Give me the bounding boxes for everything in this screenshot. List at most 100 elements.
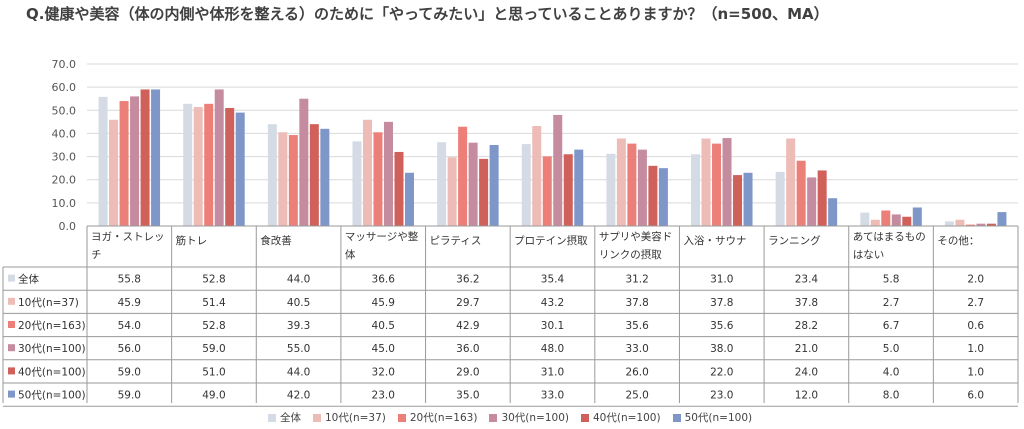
bar [404, 172, 414, 226]
category-label: その他： [937, 234, 979, 247]
row-swatch [8, 274, 15, 282]
bar [278, 132, 288, 226]
bar [563, 154, 573, 226]
data-label: 6.7 [883, 320, 900, 332]
data-label: 31.0 [710, 274, 733, 286]
legend-swatch [313, 413, 321, 422]
data-label: 42.0 [287, 390, 310, 402]
bar [373, 132, 383, 226]
bar [912, 207, 922, 226]
category-label: ヨガ・ストレッ [91, 231, 165, 243]
data-label: 31.0 [541, 366, 564, 378]
data-label: 45.9 [372, 297, 395, 309]
data-label: 37.8 [710, 297, 733, 309]
legend-label: 20代(n=163) [409, 412, 478, 424]
bar [204, 103, 214, 226]
data-label: 0.6 [967, 320, 984, 332]
bar [532, 126, 542, 226]
legend-swatch [581, 413, 589, 422]
data-label: 54.0 [118, 320, 141, 332]
data-label: 32.0 [372, 366, 395, 378]
y-tick-label: 50.0 [52, 104, 77, 117]
data-label: 48.0 [541, 343, 564, 355]
data-label: 59.0 [202, 343, 225, 355]
data-label: 26.0 [625, 366, 648, 378]
data-label: 40.5 [372, 320, 395, 332]
bar [976, 223, 986, 226]
data-label: 21.0 [795, 343, 818, 355]
bar [637, 149, 647, 226]
data-label: 2.7 [967, 297, 984, 309]
row-series-name: 全体 [18, 273, 39, 286]
y-tick-label: 0.0 [59, 220, 77, 233]
data-label: 59.0 [118, 390, 141, 402]
bar [267, 124, 277, 226]
row-series-name: 50代(n=100) [18, 390, 86, 402]
bar [309, 124, 319, 226]
bar [553, 114, 563, 226]
data-label: 33.0 [541, 390, 564, 402]
bar [712, 143, 722, 226]
data-label: 30.1 [541, 320, 564, 332]
category-label: 体 [345, 249, 356, 261]
data-label: 35.0 [456, 390, 479, 402]
bar [955, 219, 965, 226]
data-label: 43.2 [541, 297, 564, 309]
data-label: 45.0 [372, 343, 395, 355]
bar [437, 142, 447, 226]
data-label: 39.3 [287, 320, 310, 332]
row-series-name: 40代(n=100) [18, 366, 86, 378]
legend-item: 50代(n=100) [672, 410, 752, 425]
data-label: 23.4 [795, 274, 819, 286]
bar [140, 89, 150, 226]
data-label: 23.0 [372, 390, 395, 402]
y-tick-label: 20.0 [52, 174, 77, 187]
category-label: サプリや美容ド [599, 230, 673, 243]
bar [743, 172, 753, 226]
data-label: 55.0 [287, 343, 310, 355]
legend-label: 40代(n=100) [593, 412, 661, 424]
row-swatch [8, 390, 15, 398]
data-label: 36.6 [372, 274, 396, 286]
legend-item: 20代(n=163) [397, 410, 478, 425]
category-label: マッサージや整 [345, 230, 419, 243]
bar [701, 138, 711, 226]
data-label: 37.8 [625, 297, 648, 309]
data-label: 51.0 [202, 366, 225, 378]
bar [183, 103, 193, 226]
bar [489, 145, 499, 226]
y-tick-label: 40.0 [52, 127, 77, 140]
data-label: 55.8 [118, 274, 141, 286]
data-label: 42.9 [456, 320, 479, 332]
bar [965, 224, 975, 226]
data-label: 8.0 [883, 390, 900, 402]
bar [394, 151, 404, 226]
legend-label: 30代(n=100) [501, 412, 569, 424]
data-label: 38.0 [710, 343, 733, 355]
legend-swatch [672, 413, 681, 422]
bar [151, 89, 161, 226]
legend-label: 10代(n=37) [325, 412, 386, 424]
y-tick-label: 10.0 [52, 197, 77, 210]
y-tick-label: 70.0 [52, 58, 77, 71]
category-label: 食改善 [260, 234, 292, 247]
bar [352, 141, 362, 226]
data-label: 5.0 [883, 343, 900, 355]
data-label: 24.0 [795, 366, 818, 378]
data-label: 29.0 [456, 366, 479, 378]
bar [658, 168, 668, 226]
data-label: 23.0 [710, 390, 733, 402]
bar [299, 98, 309, 226]
data-label: 28.2 [795, 320, 818, 332]
row-series-name: 30代(n=100) [18, 343, 86, 355]
category-label: はない [853, 249, 885, 261]
data-label: 29.7 [456, 297, 479, 309]
legend-swatch [397, 413, 406, 422]
bar [627, 143, 637, 226]
category-label: 入浴・サウナ [683, 235, 746, 247]
data-label: 36.0 [456, 343, 479, 355]
row-swatch [8, 367, 15, 375]
bar [870, 219, 880, 226]
bar [468, 142, 478, 226]
y-tick-label: 30.0 [52, 151, 77, 164]
